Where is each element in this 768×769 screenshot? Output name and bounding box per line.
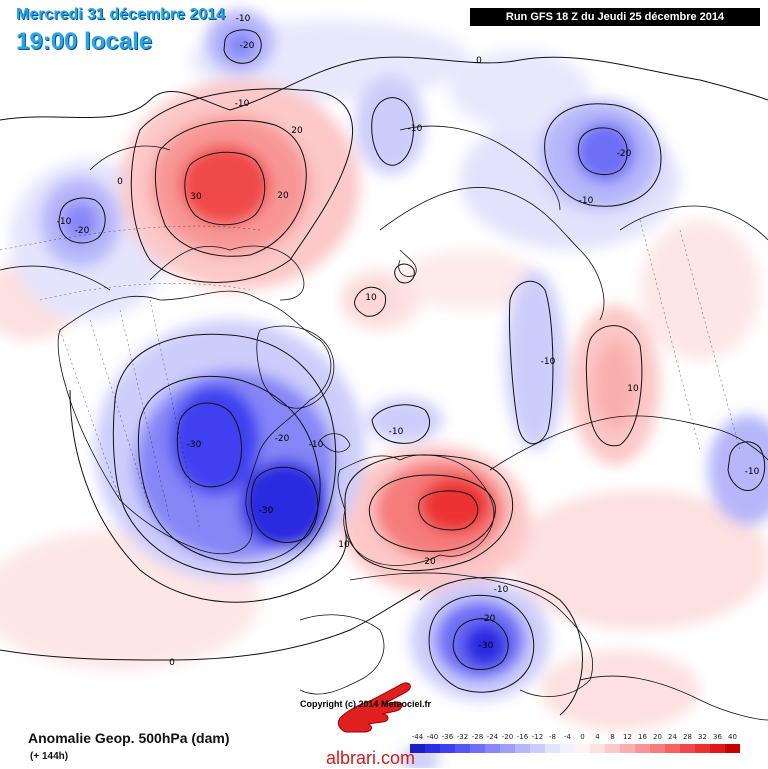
graticule [0,219,741,531]
contour-label: -30 [479,641,494,651]
scale-tick-label: 0 [580,733,585,741]
contour-label: 10 [627,384,639,394]
variable-title: Anomalie Geop. 500hPa (dam) [28,730,230,746]
contour-label: 0 [169,658,175,668]
scale-swatch [575,744,590,753]
scale-tick-label: 24 [668,733,677,741]
contour-label: 20 [424,557,436,567]
contour-label: 10 [338,540,350,550]
scale-swatch [530,744,545,753]
valid-date: Mercredi 31 décembre 2014 [16,6,226,23]
scale-swatch [710,744,725,753]
scale-tick-label: 12 [623,733,632,741]
contour-label: -30 [259,506,274,516]
scale-tick-label: -40 [426,733,439,741]
scale-tick-label: 20 [653,733,662,741]
scale-swatch [665,744,680,753]
contour-label: -30 [187,440,202,450]
contour-label: -10 [494,585,509,595]
scale-swatch [620,744,635,753]
contour-label: 0 [476,56,482,66]
scale-tick-label: 4 [595,733,600,741]
scale-swatch [695,744,710,753]
scale-tick-label: -20 [501,733,514,741]
contour-lines-crisp [0,29,768,716]
scale-swatch [410,744,425,753]
contour-label: -20 [481,614,496,624]
scale-tick-label: 16 [638,733,647,741]
scale-swatch [560,744,575,753]
scale-tick-label: -32 [456,733,469,741]
contour-labels: -10 -20 -10 0 0 20 30 20 -10 -20 -10 -20… [57,14,760,668]
scale-swatch [470,744,485,753]
contour-label: -10 [541,357,556,367]
pointing-hand-icon [337,682,411,733]
contour-label: 20 [277,191,289,201]
scale-swatch [455,744,470,753]
scale-tick-label: 28 [683,733,692,741]
color-scale-bar [410,744,740,753]
copyright-notice: Copyright (c) 2014 Meteociel.fr [300,699,432,709]
contour-label: 0 [117,177,123,187]
scale-swatch [590,744,605,753]
contour-label: -20 [240,41,255,51]
scale-tick-label: -24 [486,733,499,741]
scale-tick-label: -36 [441,733,454,741]
contour-label: -10 [389,427,404,437]
scale-swatch [605,744,620,753]
scale-tick-label: -16 [516,733,529,741]
contour-label: -10 [57,217,72,227]
contour-label: -10 [745,467,760,477]
contour-label: 10 [365,293,377,303]
scale-swatch [515,744,530,753]
contour-label: 30 [190,192,202,202]
scale-swatch [650,744,665,753]
contour-label: -10 [408,124,423,134]
contour-label: 20 [291,126,303,136]
scale-swatch [425,744,440,753]
color-scale-labels: -44 -40 -36 -32 -28 -24 -20 -16 -12 -8 -4 0 4 8 12 16 20… [410,733,740,743]
scale-swatch [725,744,740,753]
scale-tick-label: -28 [471,733,484,741]
scale-swatch [440,744,455,753]
forecast-hours: (+ 144h) [30,751,69,762]
contour-label: -20 [275,434,290,444]
scale-tick-label: -12 [531,733,544,741]
scale-swatch [680,744,695,753]
watermark-text: albrari.com [326,748,416,768]
color-scale-legend: -44 -40 -36 -32 -28 -24 -20 -16 -12 -8 -4 0 4 8 12 16 20… [410,733,740,753]
run-banner: Run GFS 18 Z du Jeudi 25 décembre 2014 [470,8,760,26]
scale-swatch [500,744,515,753]
contour-label: -10 [235,99,250,109]
scale-tick-label: 8 [610,733,615,741]
anomaly-shading [0,10,768,768]
valid-time: 19:00 locale [16,28,153,55]
scale-tick-label: -4 [564,733,571,741]
contour-label: -10 [236,14,251,24]
scale-tick-label: -8 [549,733,556,741]
contour-label: -10 [309,440,324,450]
contour-label: -20 [617,149,632,159]
scale-swatch [485,744,500,753]
scale-tick-label: -44 [411,733,424,741]
scale-swatch [545,744,560,753]
scale-swatch [635,744,650,753]
contour-label: -10 [579,196,594,206]
contour-label: -20 [75,226,90,236]
scale-tick-label: 36 [713,733,722,741]
scale-tick-label: 32 [698,733,707,741]
scale-tick-label: 40 [728,733,737,741]
